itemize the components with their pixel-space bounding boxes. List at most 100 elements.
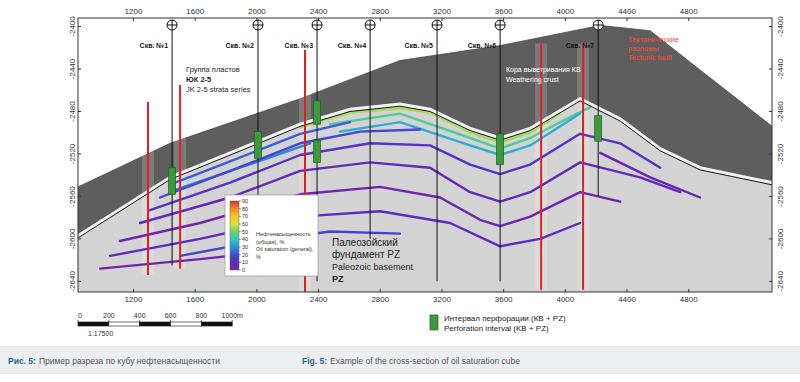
colorbar-title: (общая), %: [256, 239, 284, 245]
x-tick-label: 3200: [433, 295, 451, 304]
basement-label: фундамент PZ: [332, 249, 400, 260]
x-tick: [688, 289, 689, 292]
x-tick-label: 4400: [618, 295, 636, 304]
y-tick-label: -2480: [68, 101, 77, 122]
x-tick-label: 2800: [371, 7, 389, 16]
colorbar-tick-label: 30: [242, 244, 248, 250]
legend-swatch: [430, 315, 438, 330]
well-head: [365, 20, 375, 30]
well-label: Скв. №2: [226, 42, 255, 49]
colorbar-title: Нефтенасыщенность: [256, 231, 311, 237]
well-label: Скв. №5: [405, 42, 434, 49]
x-tick: [565, 289, 566, 292]
y-tick: [769, 68, 772, 69]
well-label: Скв. №4: [338, 42, 367, 49]
tectonic-fault-label: Tectonic fault: [628, 53, 673, 62]
well-label: Скв. №6: [468, 42, 497, 49]
colorbar-tick: [239, 224, 241, 225]
x-tick-label: 2000: [248, 7, 266, 16]
x-tick-label: 2400: [310, 295, 328, 304]
y-tick: [78, 196, 81, 197]
y-tick-label: -2400: [68, 16, 77, 37]
scale-bar-segment: [109, 322, 140, 326]
weathering-crust-base: [78, 101, 772, 238]
x-tick: [256, 289, 257, 292]
well-label: Скв. №3: [285, 42, 314, 49]
y-tick: [78, 68, 81, 69]
scale-bar-label: 600: [165, 312, 177, 319]
well-trajectory: [598, 30, 599, 196]
x-tick-label: 3600: [495, 7, 513, 16]
x-tick-label: 4400: [618, 7, 636, 16]
perforation-interval: [254, 132, 261, 159]
fault-zone: [577, 43, 589, 289]
stratum: [170, 122, 350, 185]
colorbar-tick-label: 70: [242, 213, 248, 219]
y-tick-label: -2600: [68, 228, 77, 249]
colorbar-tick-label: 20: [242, 252, 248, 258]
scale-bar-segment: [78, 322, 109, 326]
plot-area: [78, 20, 772, 292]
well-trajectory: [437, 30, 438, 281]
perforation-interval: [595, 116, 602, 141]
strata-group-label: ЮК 2-5: [186, 75, 211, 84]
scale-bar-label: 200: [103, 312, 115, 319]
plot-frame: [78, 18, 772, 292]
y-tick-label: -2560: [68, 186, 77, 207]
y-tick-label: -2440: [776, 58, 785, 79]
x-tick: [318, 289, 319, 292]
well-head: [495, 20, 505, 30]
legend-label: Perforation interval (KB + PZ): [444, 324, 549, 333]
y-tick: [769, 111, 772, 112]
y-tick: [769, 238, 772, 239]
strata-group-label: JK 2-5 strata series: [186, 85, 251, 94]
x-tick-label: 1200: [125, 295, 143, 304]
y-tick-label: -2600: [776, 228, 785, 249]
x-tick-label: 3600: [495, 295, 513, 304]
well-label: Скв. №1: [140, 42, 169, 49]
x-tick: [503, 18, 504, 21]
caption-ru: Рис. 5:Пример разреза по кубу нефтенасыщ…: [8, 356, 220, 366]
y-tick: [78, 111, 81, 112]
colorbar-tick: [239, 254, 241, 255]
x-tick: [503, 289, 504, 292]
colorbar: [230, 201, 239, 270]
x-tick: [627, 289, 628, 292]
caption-label: Fig. 5:: [302, 356, 327, 366]
colorbar-tick-label: 40: [242, 236, 248, 242]
scale-bar-segment: [140, 322, 171, 326]
well-trajectory: [370, 30, 371, 239]
y-tick-label: -2560: [776, 186, 785, 207]
background: [0, 0, 800, 382]
scale-bar-segment: [171, 322, 202, 326]
y-tick: [769, 281, 772, 282]
scale-bar-label: 800: [196, 312, 208, 319]
x-tick: [133, 289, 134, 292]
colorbar-tick: [239, 247, 241, 248]
colorbar-tick: [239, 216, 241, 217]
caption-en: Fig. 5:Example of the cross-section of o…: [302, 356, 520, 366]
colorbar-tick-label: 10: [242, 259, 248, 265]
scale-bar-tick: [232, 320, 233, 322]
colorbar-tick-label: 80: [242, 206, 248, 212]
colorbar-tick: [239, 201, 241, 202]
scale-bar-tick: [78, 320, 79, 322]
x-tick-label: 2000: [248, 295, 266, 304]
perforation-interval: [314, 101, 321, 124]
tectonic-fault-label: Тектонические: [628, 35, 679, 44]
y-tick: [78, 153, 81, 154]
caption-label: Рис. 5:: [8, 356, 36, 366]
weathering-crust-label: Weathering crust: [506, 76, 559, 84]
scale-bar-label: 0: [78, 312, 82, 319]
y-tick-label: -2440: [68, 58, 77, 79]
x-tick: [441, 18, 442, 21]
well-head: [593, 20, 603, 30]
scale-bar-tick: [108, 320, 109, 322]
x-tick-label: 1600: [186, 7, 204, 16]
perforation-interval: [169, 168, 176, 195]
x-tick-label: 4800: [680, 7, 698, 16]
scale-ratio: 1:17500: [88, 330, 113, 337]
colorbar-tick-label: 60: [242, 221, 248, 227]
x-tick-label: 1200: [125, 7, 143, 16]
y-tick: [78, 281, 81, 282]
